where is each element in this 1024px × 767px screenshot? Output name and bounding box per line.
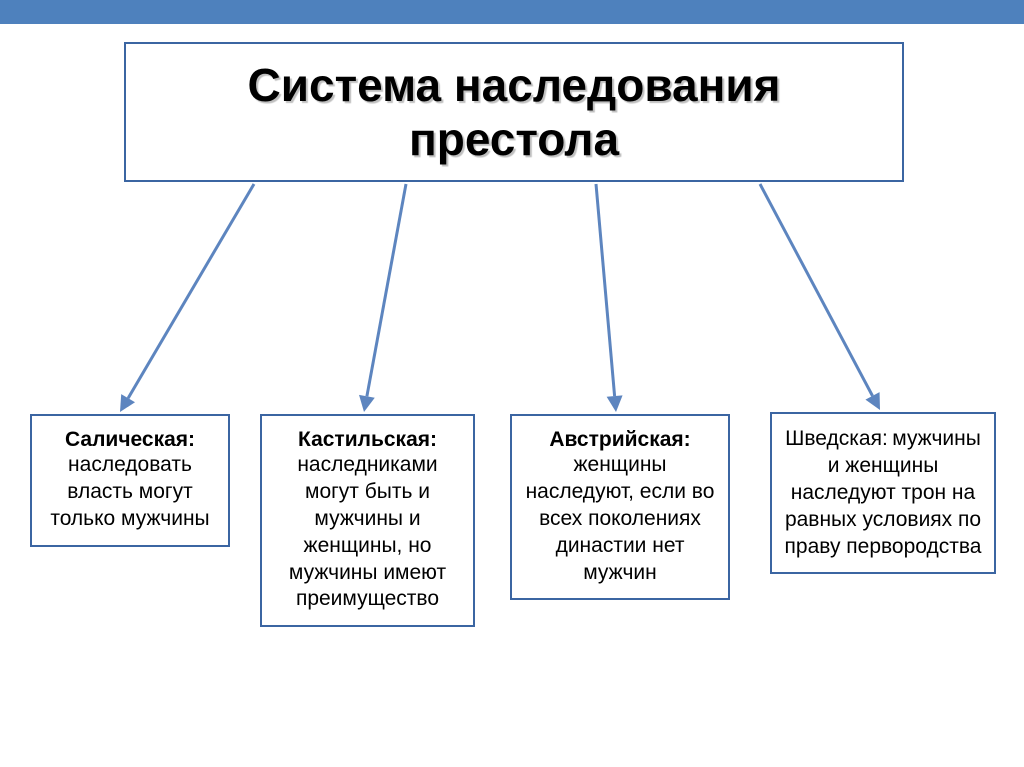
connector-arrow-3: [607, 395, 623, 412]
diagram-title: Система наследования престола: [146, 58, 882, 167]
diagram-canvas: Система наследования престола Салическая…: [0, 24, 1024, 767]
leaf-box-1: Салическая: наследовать власть могут тол…: [30, 414, 230, 547]
leaf-desc-3: женщины наследуют, если во всех поколени…: [526, 453, 715, 584]
connector-line-4: [760, 184, 872, 396]
leaf-box-4: Шведская: мужчины и женщины наследуют тр…: [770, 412, 996, 574]
leaf-desc-2: наследниками могут быть и мужчины и женщ…: [289, 453, 446, 610]
leaf-title-4: Шведская:: [785, 427, 888, 450]
leaf-title-2: Кастильская:: [298, 428, 437, 451]
connector-line-1: [128, 184, 254, 398]
leaf-title-3: Австрийская:: [549, 428, 690, 451]
leaf-title-1: Салическая:: [65, 428, 195, 451]
connector-line-3: [596, 184, 615, 396]
connector-arrow-4: [865, 392, 880, 410]
connector-line-2: [367, 184, 406, 396]
title-box: Система наследования престола: [124, 42, 904, 182]
connector-arrow-1: [120, 394, 135, 412]
leaf-box-3: Австрийская: женщины наследуют, если во …: [510, 414, 730, 600]
connector-arrow-2: [359, 395, 375, 412]
leaf-desc-1: наследовать власть могут только мужчины: [50, 453, 209, 530]
leaf-box-2: Кастильская: наследниками могут быть и м…: [260, 414, 475, 627]
